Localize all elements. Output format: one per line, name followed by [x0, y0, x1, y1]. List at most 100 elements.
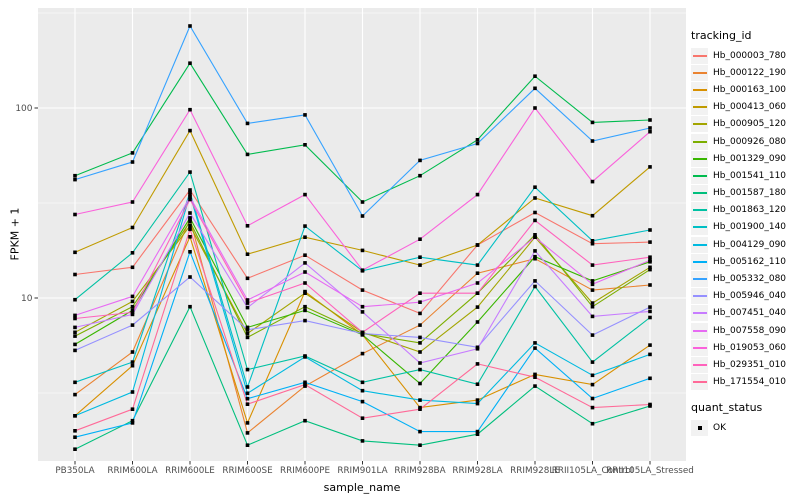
data-point — [648, 343, 652, 347]
x-tick-labels: PB350LA RRIM600LA RRIM600LE RRIM600SE RRIM60… — [55, 466, 694, 476]
data-point — [188, 192, 192, 197]
data-point — [245, 421, 250, 425]
data-point — [648, 129, 652, 134]
data-point — [303, 355, 307, 359]
x-tick-label: RRII105LA_Stressed — [606, 466, 694, 476]
data-point — [303, 113, 307, 117]
data-point — [533, 284, 537, 289]
data-point — [648, 258, 652, 263]
data-point — [533, 185, 537, 189]
data-point — [130, 421, 135, 425]
x-tick-label: RRIM600PE — [280, 466, 330, 476]
legend-item-label: Hb_005946_040 — [713, 291, 787, 302]
data-point — [590, 288, 595, 292]
data-point — [188, 61, 192, 65]
data-point — [303, 235, 307, 239]
data-point — [73, 330, 77, 335]
data-point — [360, 248, 365, 253]
data-point — [188, 24, 192, 28]
data-point — [360, 304, 365, 309]
data-point — [590, 421, 595, 426]
data-point — [590, 396, 595, 401]
data-point — [73, 334, 77, 338]
data-point — [475, 263, 480, 267]
legend-item: Hb_004129_090 — [691, 236, 786, 253]
data-point — [475, 141, 480, 146]
data-point — [648, 402, 652, 407]
data-point — [245, 121, 250, 126]
x-tick-label: RRIM928LA — [452, 466, 502, 476]
data-point — [130, 363, 135, 368]
data-point — [130, 299, 135, 304]
data-point — [533, 218, 537, 223]
data-point — [73, 429, 77, 433]
legend-key-line — [692, 295, 707, 298]
legend-item-label: Hb_000926_080 — [713, 136, 787, 147]
data-point — [245, 298, 250, 302]
data-point — [245, 396, 250, 401]
data-point — [245, 391, 250, 396]
legend-item-label: Hb_000003_780 — [713, 50, 787, 61]
data-point — [303, 261, 307, 265]
data-point — [73, 392, 77, 397]
legend-key-cell — [691, 374, 708, 391]
data-point — [475, 305, 480, 309]
data-point — [303, 253, 307, 257]
data-point — [73, 316, 77, 321]
data-point — [130, 225, 135, 230]
data-point — [533, 254, 537, 259]
legend-item-label: Hb_001900_140 — [713, 222, 787, 233]
data-point — [303, 380, 307, 385]
data-point — [130, 310, 135, 315]
data-point — [245, 385, 250, 389]
x-tick-label: RRIM928BA — [394, 466, 445, 476]
data-point — [73, 447, 77, 451]
data-point — [360, 380, 365, 385]
data-point — [475, 401, 480, 406]
data-point — [418, 341, 422, 345]
data-point — [418, 300, 422, 304]
data-point — [533, 249, 537, 253]
x-tick-label: RRIM600LE — [165, 466, 215, 476]
data-point — [418, 398, 422, 402]
data-point — [648, 228, 652, 232]
data-point — [73, 313, 77, 318]
data-point — [130, 200, 135, 204]
data-point — [418, 323, 422, 327]
data-point — [475, 291, 480, 295]
data-point — [590, 314, 595, 319]
legend-item: Hb_000003_780 — [691, 47, 786, 64]
legend-item: Hb_001863_120 — [691, 202, 786, 219]
data-point — [73, 250, 77, 255]
data-point — [188, 107, 192, 112]
data-point — [533, 210, 537, 215]
data-point — [73, 342, 77, 347]
x-tick-label: RRIM600LA — [107, 466, 157, 476]
legend-key-cell — [691, 81, 708, 98]
legend-key-cell — [691, 133, 708, 150]
data-point — [303, 318, 307, 323]
data-point — [533, 372, 537, 377]
data-point — [303, 224, 307, 228]
data-point — [188, 197, 192, 202]
data-point — [245, 305, 250, 310]
data-point — [475, 362, 480, 366]
legend-key-cell — [691, 236, 708, 253]
data-point — [303, 192, 307, 197]
data-point — [533, 256, 537, 261]
data-point — [360, 416, 365, 420]
data-point — [73, 380, 77, 385]
legend-item: Hb_001329_090 — [691, 150, 786, 167]
point-marker-icon — [697, 425, 702, 430]
x-tick-label: RRIM928LE — [510, 466, 560, 476]
axis-tick-marks — [34, 107, 651, 465]
data-point — [418, 350, 422, 354]
data-point — [418, 429, 422, 434]
legend-key-line — [692, 123, 707, 126]
legend-key-cell — [691, 288, 708, 305]
data-point — [360, 268, 365, 272]
legend-item-ok: OK — [691, 419, 762, 436]
legend-key-cell — [691, 150, 708, 167]
